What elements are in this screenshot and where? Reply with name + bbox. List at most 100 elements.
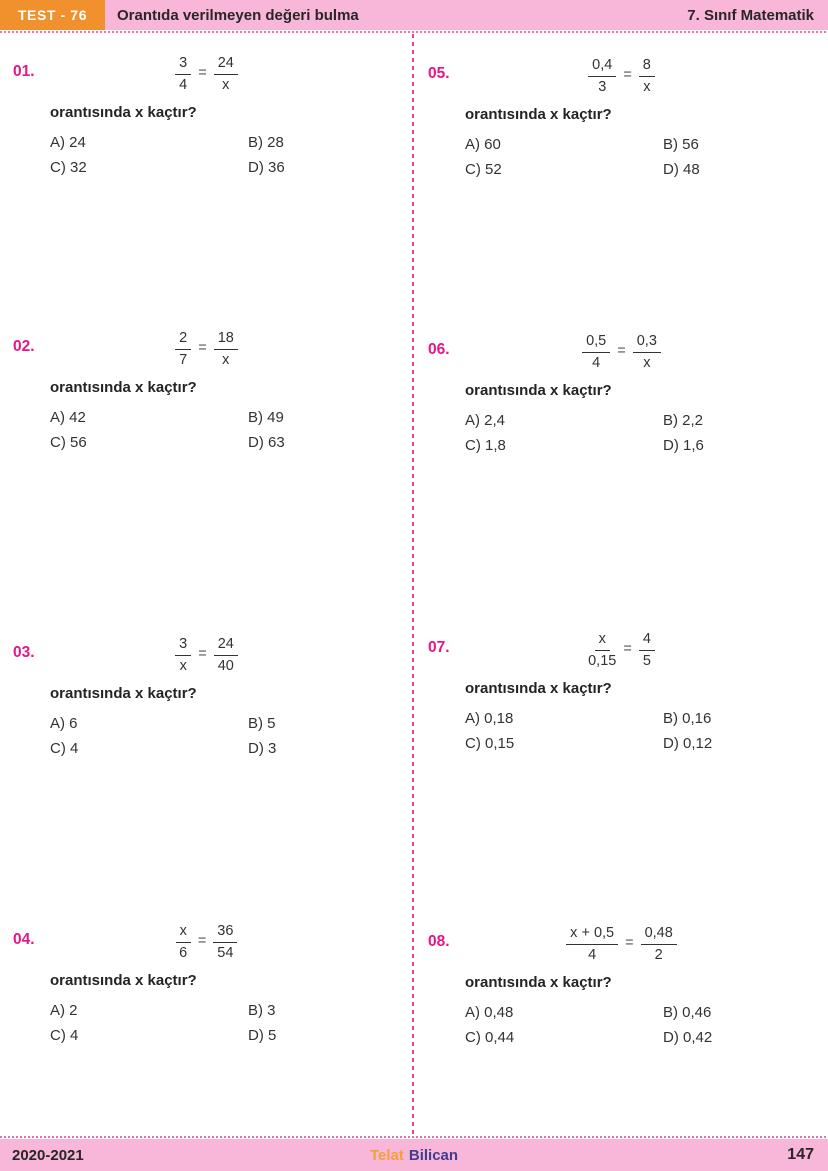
- author-name: Telat Bilican: [0, 1139, 828, 1171]
- equation: x + 0,5 4 = 0,48 2: [415, 921, 828, 967]
- option-a: A) 6: [50, 715, 78, 732]
- fraction-right: 0,3 x: [632, 333, 661, 371]
- footer-dotted-rule: [0, 1136, 828, 1138]
- header-dotted-rule: [0, 31, 828, 33]
- question-06: 06. 0,5 4 = 0,3 x orantısında x kaçtır? A)…: [415, 329, 828, 454]
- option-a: A) 24: [50, 134, 86, 151]
- option-a: A) 42: [50, 409, 86, 426]
- option-b: B) 3: [248, 1002, 276, 1019]
- option-c: C) 4: [50, 740, 79, 757]
- option-d: D) 3: [248, 740, 277, 757]
- equals-sign: =: [198, 340, 207, 356]
- question-prompt: orantısında x kaçtır?: [465, 680, 612, 697]
- question-prompt: orantısında x kaçtır?: [50, 379, 197, 396]
- option-d: D) 63: [248, 434, 285, 451]
- question-08: 08. x + 0,5 4 = 0,48 2 orantısında x kaçtı…: [415, 921, 828, 1046]
- option-b: B) 2,2: [663, 412, 704, 429]
- option-c: C) 0,15: [465, 735, 515, 752]
- question-head: 08. x + 0,5 4 = 0,48 2: [415, 921, 828, 967]
- question-prompt: orantısında x kaçtır?: [465, 974, 612, 991]
- question-number: 06.: [428, 341, 450, 358]
- option-b: B) 5: [248, 715, 276, 732]
- equals-sign: =: [623, 67, 632, 83]
- author-first-name: Telat: [369, 1146, 404, 1164]
- author-last-name: Bilican: [408, 1146, 459, 1164]
- option-a: A) 2: [50, 1002, 78, 1019]
- answer-options: A) 2,4 B) 2,2 C) 1,8 D) 1,6: [465, 412, 828, 454]
- option-a: A) 2,4: [465, 412, 506, 429]
- option-a: A) 0,48: [465, 1004, 514, 1021]
- equals-sign: =: [198, 646, 207, 662]
- fraction-right: 24 x: [213, 55, 238, 93]
- option-d: D) 1,6: [663, 437, 704, 454]
- answer-options: A) 24 B) 28 C) 32 D) 36: [50, 134, 413, 176]
- option-c: C) 32: [50, 159, 87, 176]
- equals-sign: =: [625, 935, 634, 951]
- equals-sign: =: [198, 65, 207, 81]
- course-label: 7. Sınıf Matematik: [687, 6, 814, 24]
- fraction-left: 0,4 3: [588, 57, 617, 95]
- option-b: B) 28: [248, 134, 284, 151]
- answer-options: A) 2 B) 3 C) 4 D) 5: [50, 1002, 413, 1044]
- option-d: D) 48: [663, 161, 700, 178]
- test-number-badge: TEST - 76: [0, 0, 105, 30]
- question-head: 06. 0,5 4 = 0,3 x: [415, 329, 828, 375]
- page-title: Orantıda verilmeyen değeri bulma: [117, 6, 359, 24]
- question-prompt: orantısında x kaçtır?: [50, 104, 197, 121]
- fraction-left: x + 0,5 4: [566, 925, 619, 963]
- question-prompt: orantısında x kaçtır?: [465, 106, 612, 123]
- option-b: B) 56: [663, 136, 699, 153]
- option-b: B) 0,16: [663, 710, 712, 727]
- school-year: 2020-2021: [12, 1146, 84, 1164]
- question-number: 08.: [428, 933, 450, 950]
- question-number: 04.: [13, 931, 35, 948]
- footer-banner: 2020-2021 Telat Bilican 147: [0, 1139, 828, 1171]
- question-number: 01.: [13, 63, 35, 80]
- answer-options: A) 0,18 B) 0,16 C) 0,15 D) 0,12: [465, 710, 828, 752]
- question-number: 02.: [13, 338, 35, 355]
- option-c: C) 1,8: [465, 437, 506, 454]
- fraction-right: 0,48 2: [640, 925, 677, 963]
- option-b: B) 49: [248, 409, 284, 426]
- answer-options: A) 6 B) 5 C) 4 D) 3: [50, 715, 413, 757]
- answer-options: A) 0,48 B) 0,46 C) 0,44 D) 0,42: [465, 1004, 828, 1046]
- question-prompt: orantısında x kaçtır?: [465, 382, 612, 399]
- option-d: D) 0,12: [663, 735, 713, 752]
- option-b: B) 0,46: [663, 1004, 712, 1021]
- option-c: C) 52: [465, 161, 502, 178]
- option-c: C) 4: [50, 1027, 79, 1044]
- answer-options: A) 60 B) 56 C) 52 D) 48: [465, 136, 828, 178]
- option-c: C) 0,44: [465, 1029, 515, 1046]
- option-c: C) 56: [50, 434, 87, 451]
- question-number: 05.: [428, 65, 450, 82]
- header-banner: TEST - 76 Orantıda verilmeyen değeri bul…: [0, 0, 828, 30]
- fraction-right: 36 54: [213, 923, 238, 961]
- equals-sign: =: [617, 343, 626, 359]
- answer-options: A) 42 B) 49 C) 56 D) 63: [50, 409, 413, 451]
- equals-sign: =: [197, 933, 207, 949]
- option-a: A) 60: [465, 136, 501, 153]
- option-d: D) 5: [248, 1027, 277, 1044]
- fraction-left: x 0,15: [588, 630, 617, 669]
